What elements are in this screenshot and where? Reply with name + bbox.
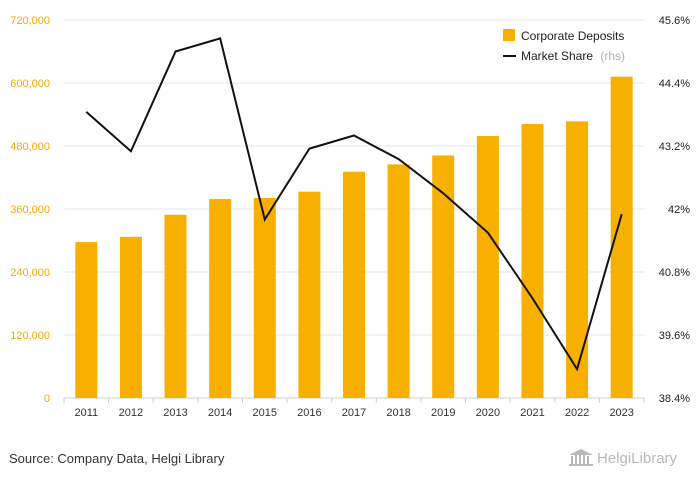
source-note: Source: Company Data, Helgi Library — [9, 451, 225, 466]
x-tick-label: 2016 — [297, 407, 321, 419]
bar-2023 — [610, 76, 633, 398]
bar-2018 — [387, 164, 410, 398]
right-tick-label: 43.2% — [659, 141, 690, 153]
x-tick-label: 2012 — [119, 407, 143, 419]
x-tick-label: 2020 — [476, 407, 500, 419]
x-tick-label: 2013 — [163, 407, 187, 419]
legend: Corporate Deposits Market Share (rhs) — [503, 29, 625, 63]
right-tick-label: 44.4% — [659, 78, 690, 90]
x-tick-label: 2019 — [431, 407, 455, 419]
bar-2017 — [343, 171, 365, 398]
x-tick-label: 2018 — [386, 407, 410, 419]
bar-2022 — [566, 121, 589, 398]
bar-2021 — [521, 123, 544, 398]
right-tick-label: 38.4% — [659, 393, 690, 405]
legend-swatch-corporate-deposits — [503, 29, 515, 41]
right-tick-label: 45.6% — [659, 15, 690, 27]
bar-2016 — [298, 191, 321, 398]
x-tick-label: 2017 — [342, 407, 366, 419]
left-tick-label: 0 — [44, 393, 50, 405]
legend-label-market-share: Market Share (rhs) — [521, 49, 625, 63]
bar-2014 — [209, 199, 232, 398]
left-tick-label: 600,000 — [10, 78, 50, 90]
legend-label-market-share-suffix: (rhs) — [600, 49, 625, 63]
x-tick-label: 2011 — [74, 407, 98, 419]
logo-text: HelgiLibrary — [597, 449, 678, 467]
x-tick-label: 2014 — [208, 407, 232, 419]
bar-2011 — [75, 242, 98, 398]
right-tick-label: 42% — [668, 204, 690, 216]
x-tick-label: 2022 — [565, 407, 589, 419]
right-tick-label: 40.8% — [659, 267, 690, 279]
chart: 2011 2012 2013 2014 2015 2016 2017 2018 2019 2020… — [10, 15, 690, 419]
legend-label-corporate-deposits: Corporate Deposits — [521, 29, 624, 43]
library-building-icon — [569, 449, 593, 466]
x-tick-label: 2021 — [520, 407, 544, 419]
right-y-axis: 38.4% 39.6% 40.8% 42% 43.2% 44.4% 45.6% — [659, 15, 690, 405]
bars — [75, 76, 633, 398]
market-share-line — [85, 37, 623, 372]
left-tick-label: 240,000 — [10, 267, 50, 279]
bar-2019 — [432, 155, 455, 398]
left-tick-label: 480,000 — [10, 141, 50, 153]
legend-label-market-share-text: Market Share — [521, 49, 593, 63]
x-tick-label: 2023 — [609, 407, 633, 419]
left-tick-label: 360,000 — [10, 204, 50, 216]
right-tick-label: 39.6% — [659, 330, 690, 342]
bar-2020 — [476, 136, 499, 398]
x-axis: 2011 2012 2013 2014 2015 2016 2017 2018 2019 2020… — [63, 398, 645, 419]
bar-2015 — [253, 197, 276, 398]
bar-2013 — [164, 214, 187, 398]
left-tick-label: 120,000 — [10, 330, 50, 342]
x-tick-label: 2015 — [253, 407, 277, 419]
left-y-axis: 0 120,000 240,000 360,000 480,000 600,000 720,… — [10, 15, 50, 405]
bar-2012 — [119, 236, 142, 398]
helgi-library-logo[interactable]: HelgiLibrary — [568, 449, 677, 467]
left-tick-label: 720,000 — [10, 15, 50, 27]
